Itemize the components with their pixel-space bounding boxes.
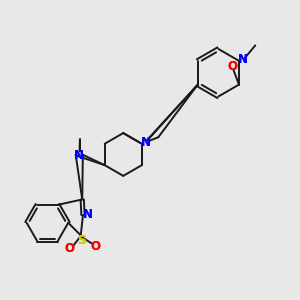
Text: N: N (238, 53, 248, 66)
Text: S: S (77, 234, 86, 247)
Text: N: N (238, 53, 248, 66)
Text: O: O (65, 242, 75, 255)
Text: N: N (141, 136, 151, 149)
Text: N: N (83, 208, 93, 221)
Text: O: O (91, 239, 100, 253)
Text: O: O (65, 242, 75, 255)
Text: N: N (74, 149, 84, 162)
Text: N: N (83, 208, 93, 221)
Text: O: O (227, 60, 237, 73)
Text: O: O (91, 239, 100, 253)
Text: S: S (77, 234, 86, 247)
Text: O: O (227, 60, 237, 73)
Text: N: N (141, 136, 151, 149)
Text: N: N (74, 149, 84, 162)
